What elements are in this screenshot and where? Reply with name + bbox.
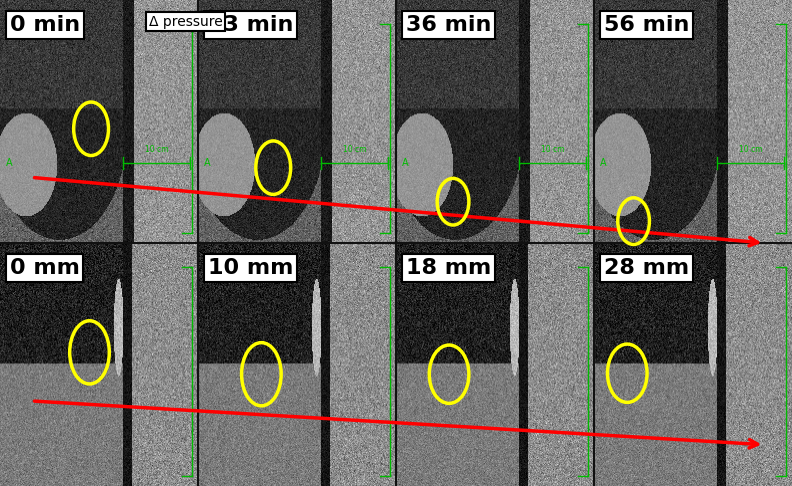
Text: 10 cm: 10 cm (739, 145, 762, 154)
Text: 18 mm: 18 mm (406, 258, 491, 278)
Text: A: A (402, 158, 409, 168)
Text: 10 cm: 10 cm (145, 145, 168, 154)
Text: 13 min: 13 min (208, 15, 293, 35)
Text: 56 min: 56 min (604, 15, 689, 35)
Text: A: A (600, 158, 607, 168)
Text: 10 mm: 10 mm (208, 258, 293, 278)
Text: 36 min: 36 min (406, 15, 491, 35)
Text: 0 min: 0 min (10, 15, 80, 35)
Text: 28 mm: 28 mm (604, 258, 688, 278)
Text: 10 cm: 10 cm (541, 145, 564, 154)
Text: A: A (6, 158, 13, 168)
Text: 10 cm: 10 cm (343, 145, 366, 154)
Text: 0 mm: 0 mm (10, 258, 79, 278)
Text: Δ pressure: Δ pressure (149, 15, 223, 29)
Text: A: A (204, 158, 211, 168)
